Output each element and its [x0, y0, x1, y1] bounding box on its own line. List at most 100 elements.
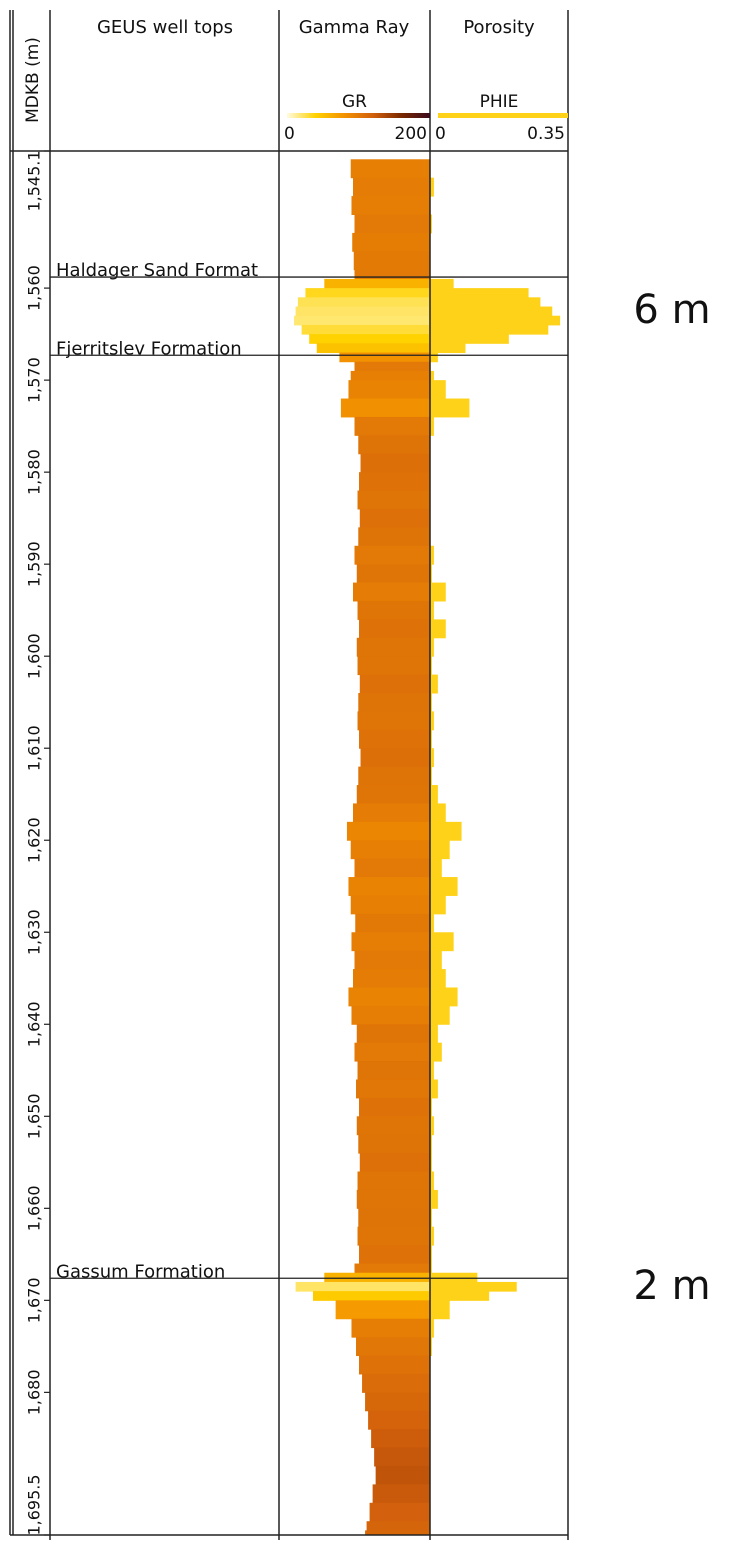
- gr-fill: [356, 1024, 430, 1044]
- gr-fill: [339, 352, 430, 363]
- phie-fill: [430, 600, 434, 620]
- track-title: Porosity: [463, 17, 535, 38]
- formation-name: Haldager Sand Format: [56, 260, 258, 281]
- gr-fill: [354, 858, 430, 878]
- phie-fill: [430, 821, 462, 841]
- gr-fill: [359, 729, 430, 749]
- tops-labels: Haldager Sand Format Fjerritslev Formatio…: [56, 260, 258, 1282]
- curve-name: GR: [342, 92, 367, 112]
- gr-fill: [359, 674, 430, 694]
- gr-fill: [366, 1521, 430, 1531]
- depth-axis-label: MDKB (m): [23, 37, 43, 123]
- phie-fill: [430, 315, 561, 326]
- colorbar: [438, 113, 568, 118]
- gr-fill: [356, 1189, 430, 1209]
- gr-fill: [358, 1134, 430, 1154]
- phie-fill: [430, 1189, 438, 1209]
- gr-fill: [356, 564, 430, 584]
- y-tick-label: 1,580: [25, 449, 44, 495]
- gr-fill: [360, 748, 430, 768]
- y-tick-label: 1,650: [25, 1093, 44, 1139]
- y-tick-label: 1,590: [25, 541, 44, 587]
- tracks: [294, 159, 561, 1535]
- gr-fill: [312, 1291, 430, 1301]
- gr-fill: [348, 380, 430, 400]
- annotation: 2 m: [633, 1263, 710, 1309]
- phie-fill: [430, 352, 438, 363]
- x-tick-label: 0.35: [527, 124, 565, 144]
- y-tick-label: 1,640: [25, 1001, 44, 1047]
- phie-fill: [430, 729, 432, 749]
- phie-fill: [430, 1263, 432, 1274]
- phie-fill: [430, 278, 454, 289]
- y-tick-label: 1,570: [25, 357, 44, 403]
- phie-fill: [430, 1245, 432, 1265]
- phie-fill: [430, 1061, 434, 1080]
- gr-fill: [359, 1355, 430, 1375]
- gr-fill: [305, 288, 430, 298]
- phie-fill: [430, 785, 438, 804]
- gr-fill: [374, 1447, 430, 1467]
- phie-fill: [430, 969, 446, 988]
- gr-fill: [358, 766, 430, 786]
- gr-fill: [354, 545, 430, 565]
- phie-fill: [430, 674, 438, 694]
- frame: [9, 10, 569, 1540]
- track-title: GEUS well tops: [97, 17, 233, 38]
- phie-fill: [430, 306, 553, 317]
- phie-fill: [430, 1226, 434, 1246]
- gr-fill: [354, 950, 430, 970]
- gr-fill: [324, 1272, 430, 1283]
- gr-fill: [357, 1171, 430, 1191]
- gr-fill: [365, 1530, 430, 1535]
- gr-fill: [375, 1465, 430, 1485]
- phie-fill: [430, 177, 434, 197]
- y-tick-label: 1,560: [25, 265, 44, 311]
- phie-fill: [430, 288, 529, 298]
- gr-fill: [354, 1263, 430, 1274]
- phie-fill: [430, 619, 446, 639]
- phie-fill: [430, 1024, 438, 1044]
- phie-fill: [430, 1005, 450, 1025]
- gr-fill: [351, 932, 430, 952]
- gr-fill: [350, 370, 430, 381]
- y-tick-label: 1,610: [25, 725, 44, 771]
- gr-fill: [351, 1318, 430, 1338]
- phie-fill: [430, 895, 446, 915]
- phie-fill: [430, 582, 446, 602]
- gr-fill: [297, 297, 430, 308]
- gr-fill: [352, 177, 430, 197]
- gr-fill: [348, 987, 430, 1007]
- phie-fill: [430, 858, 442, 878]
- gr-fill: [351, 196, 430, 215]
- gr-fill: [354, 269, 430, 280]
- annotation: 6 m: [633, 287, 710, 333]
- phie-fill: [430, 564, 432, 584]
- gr-fill: [352, 582, 430, 602]
- phie-fill: [430, 656, 432, 676]
- gr-fill: [356, 1116, 430, 1136]
- phie-fill: [430, 545, 434, 565]
- phie-fill: [430, 1153, 432, 1173]
- gr-fill: [356, 785, 430, 804]
- phie-fill: [430, 380, 446, 400]
- phie-fill: [430, 416, 434, 436]
- gr-fill: [354, 214, 430, 234]
- gr-fill: [359, 1097, 430, 1117]
- phie-fill: [430, 840, 450, 860]
- gr-fill: [358, 693, 430, 712]
- gr-fill: [358, 435, 430, 455]
- gr-fill: [365, 1392, 430, 1412]
- gr-fill: [357, 711, 430, 731]
- phie-fill: [430, 913, 434, 933]
- gr-fill: [359, 1153, 430, 1173]
- gr-fill: [301, 324, 430, 335]
- gr-fill: [316, 343, 430, 354]
- y-tick-label: 1,660: [25, 1185, 44, 1231]
- gr-fill: [369, 1502, 430, 1522]
- gr-fill: [372, 1484, 430, 1504]
- gr-fill: [359, 619, 430, 639]
- phie-fill: [430, 693, 432, 712]
- formation-name: Fjerritslev Formation: [56, 338, 242, 359]
- phie-fill: [430, 1337, 432, 1357]
